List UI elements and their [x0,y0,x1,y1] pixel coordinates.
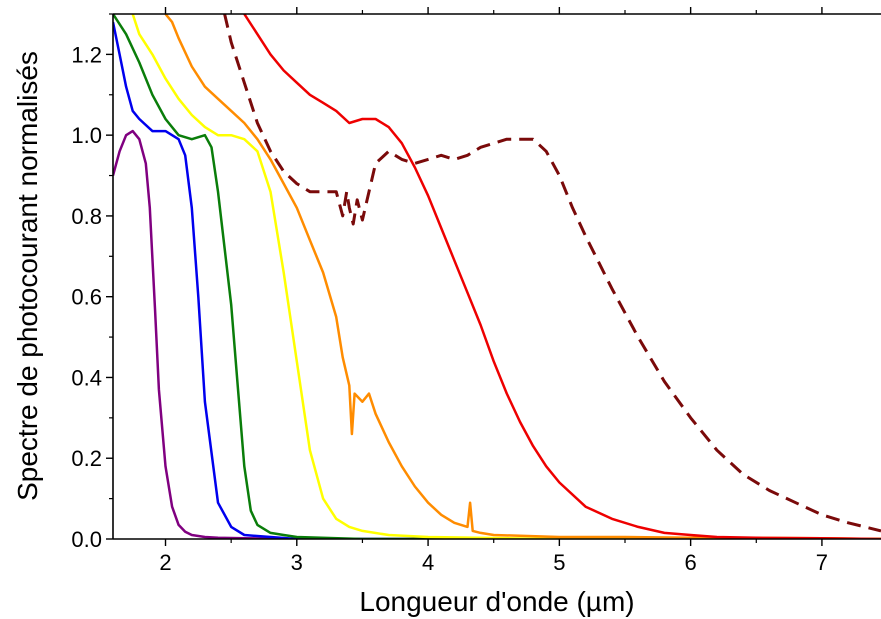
y-tick-label: 0.2 [71,446,102,471]
series-line-4 [131,14,881,539]
y-tick-label: 1.0 [71,123,102,148]
y-tick-label: 0.4 [71,365,102,390]
series-line-1 [113,129,881,539]
y-tick-label: 0.0 [71,527,102,552]
x-tick-label: 3 [291,550,303,575]
x-axis-title: Longueur d'onde (µm) [359,586,634,617]
series-line-7 [223,14,881,533]
series-line-5 [164,14,881,539]
y-tick-label: 0.8 [71,204,102,229]
y-axis-title: Spectre de photocourant normalisés [12,51,43,501]
y-tick-label: 1.2 [71,42,102,67]
ticks-layer: 2 3 4 5 6 7 0.0 0.2 0.4 0.6 0.8 1.0 1.2 [71,7,828,575]
x-tick-label: 6 [685,550,697,575]
x-tick-label: 5 [553,550,565,575]
series-line-6 [243,14,881,539]
series-line-3 [113,14,881,539]
x-tick-label: 2 [159,550,171,575]
series-layer [113,14,881,539]
series-line-2 [113,21,881,539]
y-tick-label: 0.6 [71,285,102,310]
x-tick-label: 7 [816,550,828,575]
x-tick-label: 4 [422,550,434,575]
axes-layer [112,13,881,540]
